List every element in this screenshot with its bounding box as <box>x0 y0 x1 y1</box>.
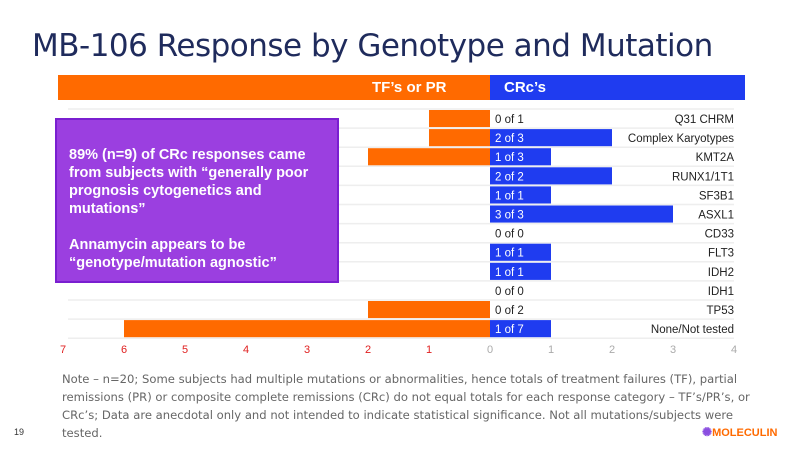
x-tick-left: 3 <box>304 344 310 356</box>
footnote: Note – n=20; Some subjects had multiple … <box>62 372 750 440</box>
x-tick-left: 1 <box>426 344 432 356</box>
header-tf-pr <box>58 75 490 100</box>
x-tick-left: 4 <box>243 344 249 356</box>
x-tick-right: 1 <box>548 344 554 356</box>
x-tick-left: 2 <box>365 344 371 356</box>
callout-text-1: 89% (n=9) of CRc responses came from sub… <box>69 147 309 217</box>
bar-tf-pr <box>429 129 490 147</box>
category-label: IDH2 <box>708 267 734 279</box>
callout-text-2: Annamycin appears to be “genotype/mutati… <box>69 237 277 271</box>
data-label: 0 of 2 <box>495 305 524 317</box>
x-tick-right: 3 <box>670 344 676 356</box>
data-label: 1 of 1 <box>495 190 524 202</box>
bar-tf-pr <box>368 148 490 166</box>
bar-crc <box>490 167 612 185</box>
bar-tf-pr <box>124 320 490 338</box>
bar-tf-pr <box>368 301 490 319</box>
data-label: 0 of 0 <box>495 286 524 298</box>
bar-crc <box>490 205 673 223</box>
callout-box: 89% (n=9) of CRc responses came from sub… <box>55 118 339 283</box>
category-label: ASXL1 <box>698 210 734 222</box>
x-tick-right: 4 <box>731 344 737 356</box>
category-label: None/Not tested <box>651 324 734 336</box>
logo-icon: ✺ <box>702 425 713 439</box>
data-label: 1 of 1 <box>495 267 524 279</box>
category-label: RUNX1/1T1 <box>672 171 734 183</box>
bar-tf-pr <box>429 110 490 128</box>
header-crc <box>490 75 745 100</box>
category-label: Complex Karyotypes <box>628 133 734 145</box>
x-tick-right: 2 <box>609 344 615 356</box>
bar-crc <box>490 320 551 338</box>
x-tick-right: 0 <box>487 344 493 356</box>
logo-text: MOLECULIN <box>712 427 778 439</box>
bar-crc <box>490 186 551 204</box>
category-label: KMT2A <box>696 152 735 164</box>
legend-tf-pr: TF’s or PR <box>372 79 447 96</box>
category-label: FLT3 <box>708 248 734 260</box>
data-label: 1 of 7 <box>495 324 524 336</box>
page-number: 19 <box>14 427 25 437</box>
x-tick-left: 6 <box>121 344 127 356</box>
slide-title: MB-106 Response by Genotype and Mutation <box>32 28 713 64</box>
legend-crc: CRc’s <box>504 79 546 96</box>
bar-crc <box>490 243 551 261</box>
x-tick-left: 7 <box>60 344 66 356</box>
data-label: 1 of 3 <box>495 152 524 164</box>
category-label: Q31 CHRM <box>675 114 734 126</box>
data-label: 1 of 1 <box>495 248 524 260</box>
category-label: IDH1 <box>708 286 734 298</box>
bar-crc <box>490 262 551 280</box>
x-tick-left: 5 <box>182 344 188 356</box>
category-label: SF3B1 <box>699 190 734 202</box>
category-label: TP53 <box>707 305 735 317</box>
logo: ✺MOLECULIN <box>702 425 777 439</box>
data-label: 2 of 2 <box>495 171 524 183</box>
data-label: 3 of 3 <box>495 210 524 222</box>
bar-crc <box>490 129 612 147</box>
category-label: CD33 <box>705 229 734 241</box>
bar-crc <box>490 148 551 166</box>
data-label: 0 of 1 <box>495 114 524 126</box>
data-label: 0 of 0 <box>495 229 524 241</box>
data-label: 2 of 3 <box>495 133 524 145</box>
